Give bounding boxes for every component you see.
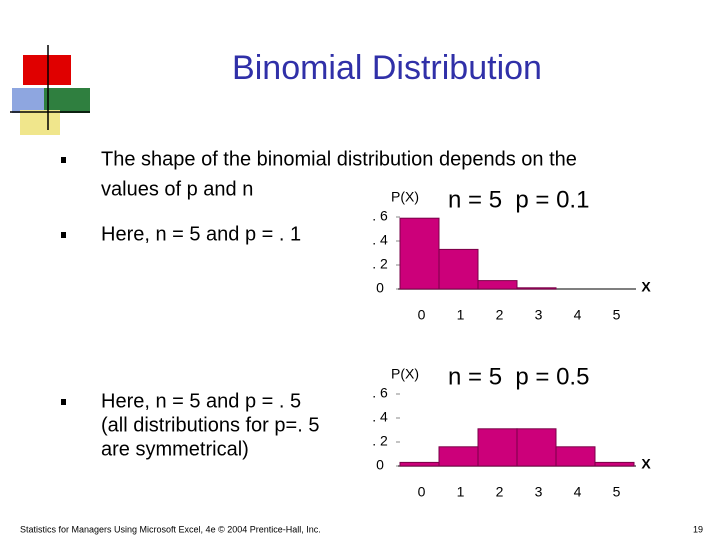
x-tick-label: 4 bbox=[574, 307, 582, 323]
x-tick-label: 3 bbox=[535, 484, 543, 500]
bar bbox=[516, 287, 557, 290]
y-tick-label: 0 bbox=[376, 280, 384, 296]
x-tick-label: 5 bbox=[613, 307, 621, 323]
y-tick-label: . 4 bbox=[372, 232, 388, 248]
bar bbox=[516, 428, 557, 467]
y-tick-label: . 4 bbox=[372, 409, 388, 425]
bullet-text: Here, n = 5 and p = . 1 bbox=[101, 223, 301, 245]
bar bbox=[438, 248, 479, 290]
bullet-text: (all distributions for p=. 5 bbox=[101, 414, 319, 436]
bullet-text: The shape of the binomial distribution d… bbox=[101, 148, 577, 170]
bar bbox=[594, 461, 635, 467]
x-axis-label: X bbox=[641, 456, 651, 472]
y-tick-label: . 6 bbox=[372, 385, 388, 401]
bar bbox=[438, 446, 479, 467]
bullet-text: are symmetrical) bbox=[101, 438, 249, 460]
bullet-text: values of p and n bbox=[101, 178, 253, 200]
bullet-text: Here, n = 5 and p = . 5 bbox=[101, 390, 301, 412]
x-tick-label: 1 bbox=[457, 484, 465, 500]
y-tick-label: . 2 bbox=[372, 256, 388, 272]
bar bbox=[477, 280, 518, 290]
page-number: 19 bbox=[693, 524, 703, 534]
x-tick-label: 4 bbox=[574, 484, 582, 500]
y-tick-label: . 2 bbox=[372, 433, 388, 449]
x-tick-label: 2 bbox=[496, 307, 504, 323]
bullet-marker bbox=[61, 399, 66, 405]
y-axis-label: P(X) bbox=[391, 366, 419, 382]
bullet-marker bbox=[61, 232, 66, 238]
logo bbox=[10, 45, 90, 135]
x-axis-label: X bbox=[641, 279, 651, 295]
bullet-marker bbox=[61, 157, 66, 163]
chart-title: n = 5 p = 0.5 bbox=[448, 363, 589, 390]
x-tick-label: 2 bbox=[496, 484, 504, 500]
chart-title: n = 5 p = 0.1 bbox=[448, 186, 589, 213]
x-tick-label: 1 bbox=[457, 307, 465, 323]
bar bbox=[399, 461, 440, 467]
bar bbox=[477, 428, 518, 467]
bar bbox=[555, 446, 596, 467]
x-tick-label: 5 bbox=[613, 484, 621, 500]
footer: Statistics for Managers Using Microsoft … bbox=[20, 524, 321, 534]
y-tick-label: 0 bbox=[376, 457, 384, 473]
slide-title: Binomial Distribution bbox=[232, 49, 542, 87]
x-tick-label: 0 bbox=[418, 307, 426, 323]
bar bbox=[399, 217, 440, 290]
y-axis-label: P(X) bbox=[391, 189, 419, 205]
y-tick-label: . 6 bbox=[372, 208, 388, 224]
x-tick-label: 0 bbox=[418, 484, 426, 500]
x-tick-label: 3 bbox=[535, 307, 543, 323]
